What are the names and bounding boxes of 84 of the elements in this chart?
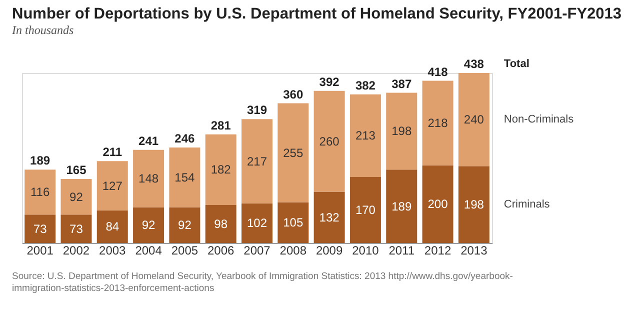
total-label: 165 bbox=[66, 162, 87, 177]
bar bbox=[458, 73, 490, 166]
bar bbox=[314, 90, 345, 192]
chart-subtitle: In thousands bbox=[11, 23, 74, 37]
data-label: 102 bbox=[246, 216, 268, 230]
bar bbox=[278, 202, 309, 243]
data-label: 92 bbox=[142, 218, 156, 232]
total-label: 246 bbox=[174, 132, 196, 146]
bar bbox=[96, 210, 128, 243]
text: Total bbox=[504, 58, 530, 70]
bar bbox=[314, 192, 345, 243]
total-label: 418 bbox=[428, 64, 448, 79]
data-label: 73 bbox=[33, 222, 48, 236]
data-label: 189 bbox=[392, 199, 412, 214]
x-tick-label: 2012 bbox=[424, 244, 452, 258]
bar bbox=[169, 148, 200, 208]
x-tick-label: 2004 bbox=[135, 244, 162, 258]
bar bbox=[458, 166, 490, 243]
data-label: 213 bbox=[355, 128, 376, 143]
x-tick-label: 2010 bbox=[352, 244, 380, 258]
x-tick-label: 2003 bbox=[99, 244, 126, 258]
total-label: 382 bbox=[355, 78, 376, 92]
series-label: Non-Criminals bbox=[504, 114, 574, 126]
data-label: 240 bbox=[464, 112, 484, 127]
total-label: 438 bbox=[464, 57, 484, 71]
bar bbox=[205, 134, 236, 205]
x-tick-label: 2006 bbox=[207, 244, 235, 258]
bar bbox=[24, 214, 56, 243]
x-tick-label: 2008 bbox=[280, 244, 307, 258]
x-tick-label: 2001 bbox=[26, 244, 54, 258]
x-tick-label: 2013 bbox=[460, 244, 488, 258]
data-label: 116 bbox=[30, 185, 50, 200]
bar bbox=[422, 80, 454, 166]
chart-title: Number of Deportations by U.S. Department of Homeland Security, FY2001-FY2013 bbox=[12, 6, 622, 22]
x-tick-label: 2007 bbox=[244, 244, 271, 258]
bar bbox=[242, 203, 272, 243]
x-tick-label: 2005 bbox=[171, 244, 198, 258]
data-label: 217 bbox=[246, 154, 268, 168]
bar bbox=[386, 170, 418, 243]
data-label: 84 bbox=[106, 220, 120, 234]
data-label: 132 bbox=[319, 210, 340, 224]
data-label: 148 bbox=[138, 172, 159, 186]
data-label: 105 bbox=[283, 216, 304, 230]
data-label: 198 bbox=[464, 198, 484, 212]
data-label: 92 bbox=[178, 218, 192, 232]
data-label: 255 bbox=[283, 146, 304, 160]
total-label: 211 bbox=[102, 145, 122, 160]
x-tick-label: 2009 bbox=[316, 244, 343, 258]
data-label: 198 bbox=[392, 124, 412, 138]
total-label: 189 bbox=[30, 154, 50, 168]
x-tick-label: 2002 bbox=[62, 244, 90, 258]
bar bbox=[96, 161, 128, 210]
source-note: Source: U.S. Department of Homeland Security, Yearbook of Immigration Statistics: 2013 http://www.dhs.gov/yearbook-immigration-statistics-2013-enforcement-actions bbox=[12, 271, 513, 294]
total-label: 281 bbox=[210, 118, 232, 132]
bar bbox=[133, 150, 164, 208]
bar bbox=[278, 103, 309, 202]
data-label: 98 bbox=[214, 216, 228, 231]
data-label: 200 bbox=[428, 197, 448, 212]
data-label: 170 bbox=[355, 203, 376, 218]
bar bbox=[350, 177, 381, 243]
bar bbox=[169, 207, 200, 243]
bar bbox=[133, 207, 164, 243]
bar bbox=[60, 178, 92, 215]
data-label: 182 bbox=[210, 162, 232, 177]
series-label: Criminals bbox=[504, 198, 550, 211]
bar bbox=[60, 214, 92, 243]
data-label: 92 bbox=[70, 190, 84, 204]
x-tick-label: 2011 bbox=[388, 244, 415, 258]
total-label: 387 bbox=[392, 76, 412, 91]
data-label: 154 bbox=[174, 170, 196, 184]
total-label: 392 bbox=[319, 74, 340, 89]
total-label: 319 bbox=[246, 103, 268, 118]
data-label: 73 bbox=[70, 222, 84, 236]
bar bbox=[386, 92, 418, 170]
bar bbox=[205, 204, 236, 243]
data-label: 218 bbox=[428, 116, 448, 130]
bar bbox=[422, 165, 454, 243]
bar bbox=[350, 94, 381, 178]
data-label: 127 bbox=[102, 178, 123, 193]
data-label: 260 bbox=[319, 134, 340, 148]
total-label: 241 bbox=[138, 134, 159, 148]
bar bbox=[242, 119, 272, 204]
bar bbox=[24, 170, 56, 215]
total-label: 360 bbox=[283, 87, 304, 102]
